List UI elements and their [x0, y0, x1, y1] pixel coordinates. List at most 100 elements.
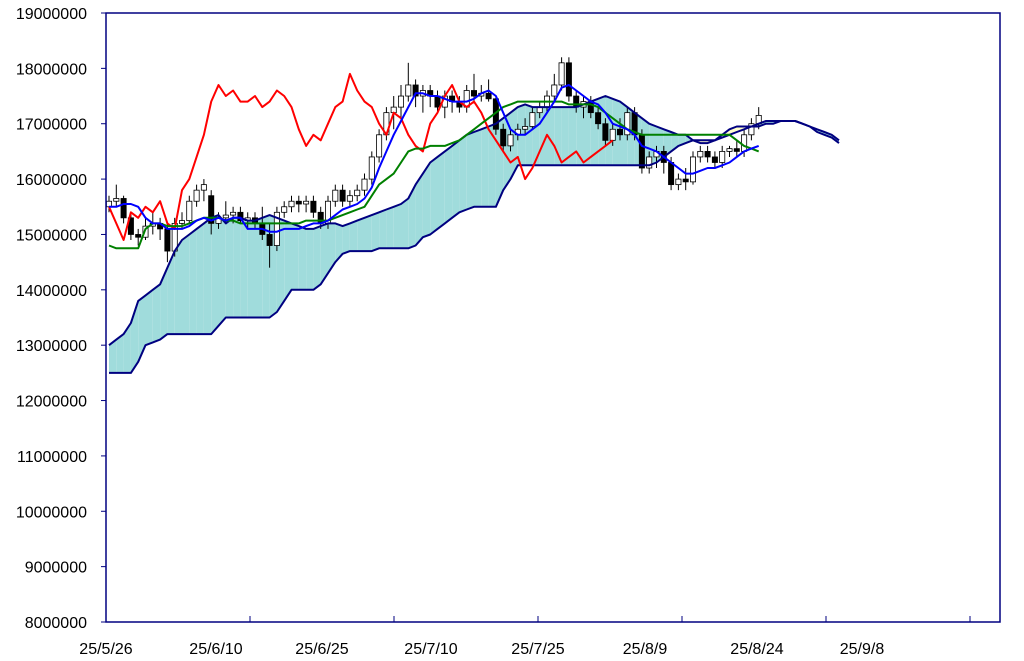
candle-up	[273, 211, 280, 246]
candle-down	[595, 112, 602, 125]
cloud-segment	[145, 289, 153, 346]
x-gridlines	[105, 616, 971, 622]
cloud-segment	[663, 129, 672, 157]
cloud-segment	[415, 173, 423, 246]
candle-down	[295, 200, 302, 205]
y-tick-label: 16000000	[16, 172, 87, 189]
cloud-segment	[364, 215, 372, 252]
cloud-segment	[218, 215, 226, 326]
cloud-segment	[298, 226, 307, 290]
cloud-segment	[116, 334, 124, 373]
y-tick-label: 15000000	[16, 227, 87, 244]
candle-up	[719, 151, 726, 163]
cloud-segment	[342, 223, 350, 254]
chikou-span-line	[108, 72, 614, 241]
candle-down	[120, 198, 127, 219]
candle-up	[281, 206, 288, 213]
cloud-segment	[474, 129, 482, 207]
cloud-segment	[568, 107, 577, 166]
x-tick-label: 25/7/10	[404, 641, 457, 658]
x-tick-label: 25/6/10	[189, 641, 242, 658]
x-tick-label: 25/9/8	[840, 641, 885, 658]
candle-down	[237, 211, 244, 222]
cloud-segment	[203, 217, 212, 335]
candle-up	[288, 200, 295, 208]
cloud-segment	[430, 156, 438, 235]
candle-up	[624, 112, 631, 136]
cloud-segment	[174, 239, 182, 335]
candle-up	[529, 112, 536, 127]
y-tick-label: 18000000	[16, 61, 87, 78]
cloud-segment	[225, 217, 234, 318]
y-tick-label: 13000000	[16, 338, 87, 355]
x-tick-label: 25/7/25	[511, 641, 564, 658]
cloud-segment	[547, 107, 555, 166]
x-tick-label: 25/8/9	[623, 641, 668, 658]
cloud-segment	[371, 212, 380, 252]
candle-up	[741, 134, 748, 152]
cloud-segment	[408, 184, 416, 249]
y-tick-label: 10000000	[16, 504, 87, 521]
candle-up	[354, 189, 361, 197]
candle-up	[551, 84, 558, 97]
y-tick-label: 11000000	[17, 449, 87, 466]
cloud-segment	[284, 220, 292, 301]
y-tick-label: 12000000	[16, 394, 87, 411]
candle-up	[178, 220, 185, 224]
candle-down	[500, 128, 507, 147]
cloud-segment	[211, 215, 219, 335]
candle-down	[704, 151, 711, 158]
candle-up	[346, 195, 353, 202]
senkou-span-b-line	[109, 120, 840, 374]
y-axis: 19000000 18000000 17000000 16000000 15000000…	[16, 6, 106, 632]
plot-frame	[105, 12, 1001, 623]
cloud-segment	[233, 217, 241, 318]
cloud-segment	[109, 339, 117, 373]
candle-up	[332, 189, 339, 202]
candle-down	[164, 228, 171, 252]
candle-up	[726, 148, 733, 152]
cloud-segment	[576, 104, 584, 166]
candle-down	[602, 123, 609, 141]
candle-up	[303, 200, 310, 205]
y-tick-label: 17000000	[16, 117, 87, 134]
candle-up	[558, 62, 565, 86]
cloud-segment	[335, 223, 343, 263]
candle-up	[609, 128, 616, 141]
candle-up	[376, 134, 383, 158]
candle-up	[200, 184, 207, 191]
cloud-segment	[481, 126, 489, 207]
cloud-segment	[349, 220, 358, 252]
candle-down	[668, 162, 675, 186]
y-tick-label: 8000000	[25, 615, 87, 632]
indicator-lines	[108, 72, 840, 374]
candle-down	[682, 178, 689, 183]
candle-down	[638, 134, 645, 169]
cloud-segment	[320, 223, 328, 285]
candle-down	[470, 90, 477, 97]
cloud-segment	[488, 123, 496, 207]
candle-up	[230, 211, 237, 216]
candle-up	[748, 123, 755, 136]
candle-down	[733, 148, 740, 152]
cloud-segment	[152, 284, 161, 343]
cloud-segment	[583, 101, 591, 166]
candle-up	[646, 156, 653, 169]
cloud-segment	[452, 140, 460, 218]
cloud-segment	[444, 145, 453, 224]
cloud-segment	[182, 234, 190, 335]
cloud-segment	[247, 220, 255, 318]
candle-down	[208, 195, 215, 224]
cloud-segment	[189, 228, 197, 335]
candle-up	[405, 84, 412, 97]
candle-up	[113, 198, 120, 202]
cloud-segment	[291, 223, 299, 290]
candle-up	[675, 178, 682, 186]
cloud-segment	[386, 206, 394, 249]
cloud-segment	[123, 323, 131, 373]
cloud-segment	[255, 217, 263, 318]
cloud-segment	[379, 209, 387, 249]
x-axis: 25/5/26 25/6/10 25/6/25 25/7/10 25/7/25 25/8/…	[79, 641, 884, 658]
candle-up	[193, 189, 200, 202]
